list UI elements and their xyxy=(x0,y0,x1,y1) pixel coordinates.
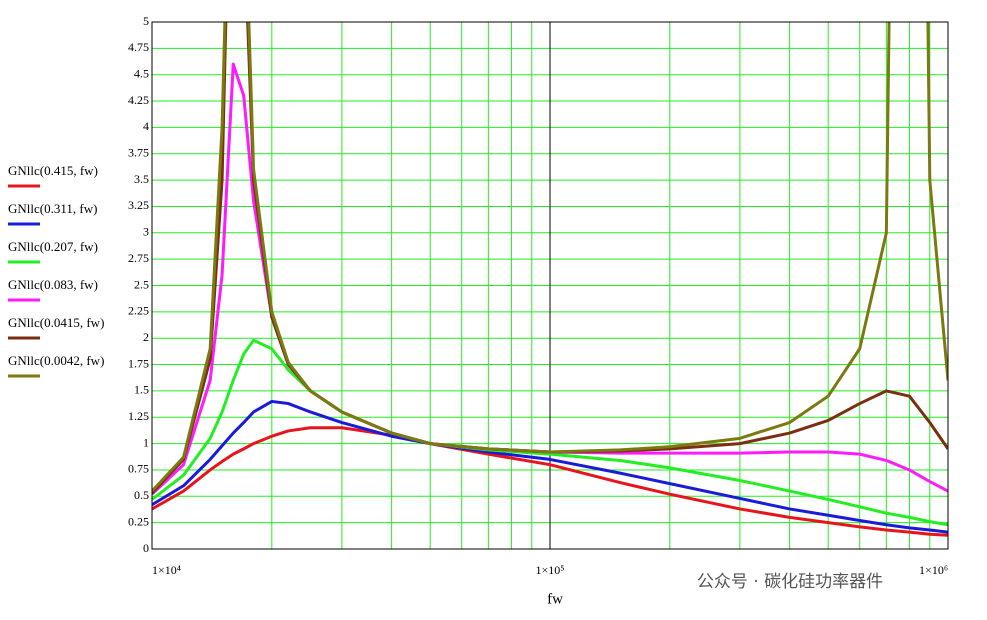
y-tick-label: 1.25 xyxy=(128,409,149,423)
x-axis-label: fw xyxy=(547,591,563,607)
y-tick-label: 3.25 xyxy=(128,198,149,212)
legend-label: GNllc(0.311, fw) xyxy=(8,201,97,216)
y-tick-label: 4 xyxy=(143,119,149,133)
series-lines xyxy=(152,22,948,537)
x-tick-label: 1×10⁴ xyxy=(152,563,181,577)
x-tick-label: 1×10⁶ xyxy=(919,563,948,577)
y-tick-label: 1 xyxy=(143,435,149,449)
y-tick-label: 3.75 xyxy=(128,146,149,160)
y-tick-label: 3 xyxy=(143,225,149,239)
y-tick-label: 4.5 xyxy=(134,66,149,80)
series-line xyxy=(152,22,948,493)
grid xyxy=(151,21,949,550)
legend-label: GNllc(0.207, fw) xyxy=(8,239,98,254)
watermark: 公众号 · 碳化硅功率器件 xyxy=(697,572,883,592)
legend-label: GNllc(0.0042, fw) xyxy=(8,353,104,368)
x-tick-label: 1×10⁵ xyxy=(536,563,565,577)
y-tick-label: 2 xyxy=(143,330,149,344)
y-tick-label: 3.5 xyxy=(134,172,149,186)
y-tick-label: 2.25 xyxy=(128,304,149,318)
legend-label: GNllc(0.415, fw) xyxy=(8,163,98,178)
y-tick-label: 4.75 xyxy=(128,40,149,54)
y-tick-label: 0.25 xyxy=(128,514,149,528)
y-tick-label: 2.5 xyxy=(134,277,149,291)
y-tick-label: 2.75 xyxy=(128,251,149,265)
y-tick-label: 1.75 xyxy=(128,356,149,370)
y-tick-label: 0 xyxy=(143,541,149,555)
plot-frame xyxy=(151,21,949,550)
y-tick-label: 5 xyxy=(143,14,149,28)
legend-label: GNllc(0.0415, fw) xyxy=(8,315,104,330)
y-tick-label: 0.5 xyxy=(134,488,149,502)
y-tick-label: 1.5 xyxy=(134,383,149,397)
legend-label: GNllc(0.083, fw) xyxy=(8,277,98,292)
y-tick-label: 4.25 xyxy=(128,93,149,107)
y-tick-label: 0.75 xyxy=(128,462,149,476)
